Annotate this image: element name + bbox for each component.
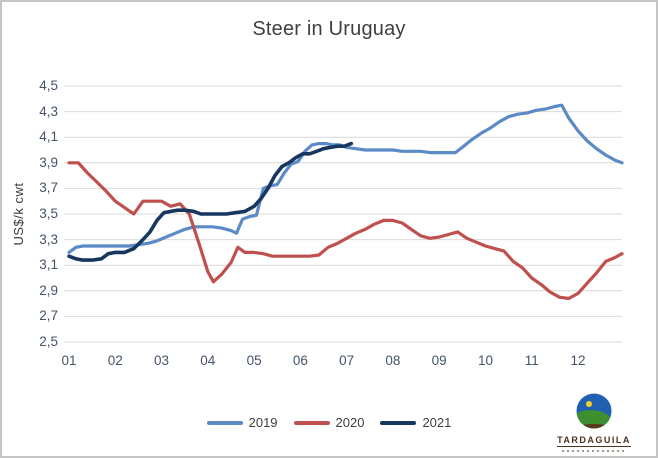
y-tick-label: 3,1	[39, 257, 58, 273]
legend-swatch-2021	[380, 420, 417, 425]
y-tick-label: 2,9	[39, 282, 58, 298]
legend-label-2021: 2021	[422, 415, 452, 430]
y-tick-label: 4,1	[39, 129, 58, 145]
x-tick-label: 03	[154, 353, 170, 368]
y-tick-label: 4,3	[39, 103, 58, 119]
x-tick-label: 06	[292, 353, 308, 368]
x-tick-label: 04	[200, 353, 216, 368]
line-2021	[67, 141, 354, 262]
legend-swatch-2020	[293, 420, 330, 425]
x-tick-label: 12	[570, 353, 586, 368]
line-2019	[67, 103, 624, 254]
legend-item-2019: 2019	[206, 415, 278, 430]
y-tick-label: 2,5	[39, 334, 58, 349]
x-tick-label: 08	[385, 353, 401, 368]
y-tick-label: 2,7	[39, 308, 58, 324]
x-tick-label: 11	[524, 353, 539, 368]
legend: 2019 2020 2021	[2, 415, 656, 430]
legend-item-2020: 2020	[293, 415, 365, 430]
tardaguila-logo-icon	[576, 393, 612, 429]
logo-dots-decoration	[562, 450, 626, 452]
x-tick-label: 02	[107, 353, 123, 368]
legend-label-2020: 2020	[335, 415, 365, 430]
y-tick-label: 3,7	[39, 180, 58, 196]
legend-label-2019: 2019	[248, 415, 278, 430]
y-tick-label: 3,3	[39, 231, 58, 247]
chart-title: Steer in Uruguay	[252, 18, 406, 40]
line-2020	[67, 161, 624, 301]
x-tick-label: 05	[246, 353, 262, 368]
y-tick-label: 3,5	[39, 206, 58, 221]
x-tick-label: 07	[339, 353, 355, 368]
legend-item-2021: 2021	[380, 415, 451, 430]
x-tick-label: 10	[477, 353, 493, 368]
legend-swatch-2019	[206, 420, 243, 425]
tardaguila-logo: TARDAGUILA	[546, 392, 642, 452]
x-tick-label: 01	[61, 353, 77, 368]
y-tick-label: 4,5	[39, 78, 58, 93]
x-tick-label: 09	[431, 353, 447, 368]
y-tick-label: 3,9	[39, 154, 58, 170]
logo-brand-text: TARDAGUILA	[557, 435, 631, 447]
